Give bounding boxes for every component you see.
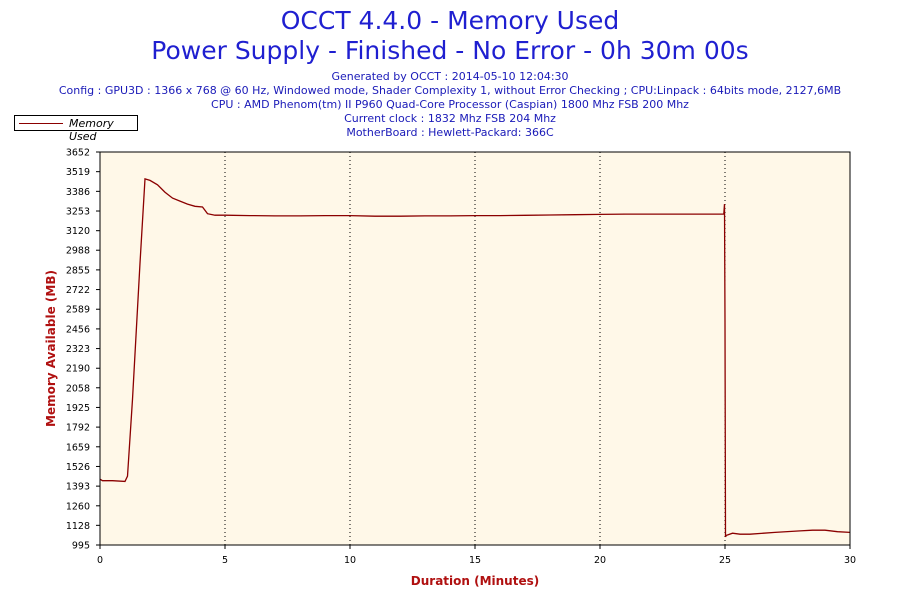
- x-tick-label: 5: [222, 555, 228, 566]
- y-tick-label: 2988: [66, 246, 90, 257]
- x-tick-label: 30: [844, 555, 856, 566]
- y-tick-label: 1659: [66, 442, 90, 453]
- y-tick-label: 3519: [66, 167, 90, 178]
- x-tick-label: 10: [344, 555, 356, 566]
- legend-label: Memory Used: [69, 117, 114, 143]
- info-config: Config : GPU3D : 1366 x 768 @ 60 Hz, Win…: [58, 84, 842, 97]
- y-tick-label: 2456: [66, 324, 90, 335]
- y-tick-label: 1792: [66, 423, 90, 434]
- y-tick-label: 2855: [66, 265, 90, 276]
- y-tick-label: 1393: [66, 482, 90, 493]
- y-tick-label: 3386: [66, 187, 90, 198]
- info-motherboard: MotherBoard : Hewlett-Packard: 366C: [346, 126, 554, 139]
- y-tick-label: 3120: [66, 226, 90, 237]
- y-tick-label: 1526: [66, 462, 90, 473]
- x-axis: 0 5 10 15 20 25 30: [97, 545, 856, 566]
- info-current-clock: Current clock : 1832 Mhz FSB 204 Mhz: [344, 112, 556, 125]
- x-axis-title: Duration (Minutes): [411, 574, 539, 588]
- y-tick-label: 2190: [66, 364, 90, 375]
- y-tick-label: 2058: [66, 383, 90, 394]
- y-tick-label: 995: [72, 541, 90, 552]
- y-tick-label: 3253: [66, 207, 90, 218]
- x-tick-label: 20: [594, 555, 606, 566]
- x-tick-label: 15: [469, 555, 481, 566]
- y-tick-label: 1260: [66, 501, 90, 512]
- x-tick-label: 0: [97, 555, 103, 566]
- series-line-memory-used: [99, 178, 851, 538]
- y-tick-label: 2323: [66, 344, 90, 355]
- info-cpu: CPU : AMD Phenom(tm) II P960 Quad-Core P…: [211, 98, 689, 111]
- y-tick-label: 2589: [66, 305, 90, 316]
- y-tick-label: 1925: [66, 403, 90, 414]
- x-tick-label: 25: [719, 555, 731, 566]
- info-generated: Generated by OCCT : 2014-05-10 12:04:30: [331, 70, 569, 83]
- chart-legend: Memory Used: [14, 115, 138, 143]
- chart-subtitle: Power Supply - Finished - No Error - 0h …: [151, 36, 749, 65]
- y-tick-label: 1128: [66, 521, 90, 532]
- y-tick-label: 3652: [66, 148, 90, 159]
- y-axis: 995 1128 1260 1393 1526 1659 1792 1925 2058 2190 2…: [66, 148, 100, 552]
- legend-swatch: [19, 123, 63, 124]
- y-axis-title: Memory Available (MB): [44, 270, 58, 427]
- y-tick-label: 2722: [66, 285, 90, 296]
- chart-title: OCCT 4.4.0 - Memory Used: [280, 6, 620, 35]
